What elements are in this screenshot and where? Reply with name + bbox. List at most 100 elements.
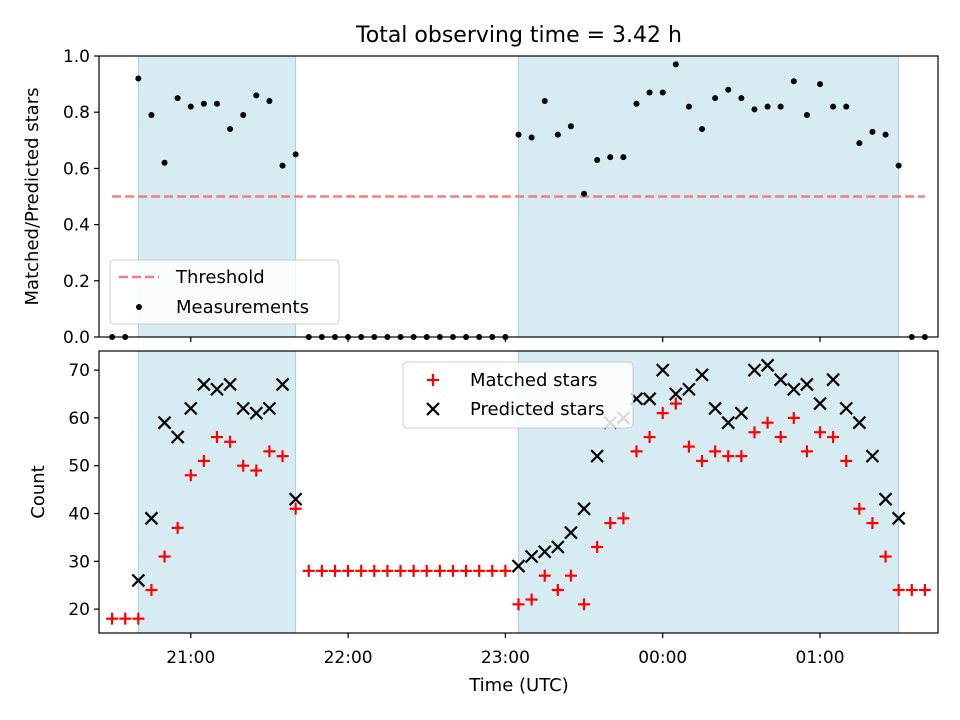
measurement-point [803,112,810,119]
bottom-legend: Matched stars Predicted stars [402,361,634,429]
x-axis-label: Time (UTC) [468,675,569,696]
matched-stars-points [106,397,931,625]
matched-star-point [368,564,381,577]
top-y-ticks: 0.0 0.2 0.4 0.6 0.8 1.0 [63,47,99,348]
y-tick-label: 70 [68,361,90,381]
predicted-star-point [551,540,565,554]
x-tick-label: 21:00 [166,648,215,668]
predicted-star-point [787,382,801,397]
measurement-point [869,128,876,135]
matched-star-point [866,517,879,530]
predicted-star-point [262,401,277,416]
matched-star-point [840,454,853,467]
measurement-point [594,156,601,163]
matched-star-point [394,564,407,577]
y-tick-label: 1.0 [63,47,90,67]
x-tick-label: 22:00 [324,648,373,668]
y-tick-label: 0.4 [63,216,90,236]
matched-star-point [814,426,827,439]
matched-star-point [761,416,774,429]
measurement-point [200,100,207,107]
predicted-star-point [564,525,578,540]
matched-star-point [276,450,289,463]
measurement-point [266,97,273,104]
matched-star-point [800,445,813,458]
measurement-point [541,97,548,104]
matched-star-point [446,564,459,577]
measurement-point [672,61,679,68]
predicted-star-point [773,372,788,387]
matched-star-point [827,431,840,444]
matched-star-point [224,435,237,448]
predicted-star-point [695,368,709,382]
measurements-legend-label: Measurements [176,297,309,318]
matched-star-point [499,564,512,577]
predicted-star-point [655,363,670,377]
measurement-point [646,89,653,96]
matched-star-point [197,454,210,467]
matched-star-point [407,564,420,577]
measurement-point [174,95,181,102]
measurement-point [895,162,902,169]
measurement-point [699,126,706,133]
matched-star-point [905,583,918,596]
predicted-star-point [537,544,552,559]
predicted-star-point [891,511,906,526]
matched-star-point [892,583,905,596]
measurement-point [148,112,155,119]
measurement-point [620,154,627,161]
predicted-stars-points [131,358,906,588]
measurement-point [187,103,194,110]
measurement-point [554,131,561,138]
measurement-point [725,86,732,93]
matched-star-point [315,564,328,577]
measurement-point [292,151,299,158]
predicted-star-point [210,382,224,397]
predicted-star-point [682,382,696,397]
matched-star-point [132,612,145,625]
matched-star-point [617,512,630,525]
matched-star-point [420,564,433,577]
matched-star-point [328,564,341,577]
matched-star-point [564,569,577,582]
predicted-star-point [760,358,775,373]
y-tick-label: 0.0 [63,328,90,348]
matched-star-point [106,612,119,625]
measurement-points [109,61,928,340]
matched-star-point [774,431,787,444]
predicted-star-point [734,406,749,420]
predicted-star-point [642,392,657,406]
matched-star-point [656,407,669,420]
predicted-star-point [800,377,814,392]
matched-star-point [381,564,394,577]
measurement-point [213,100,220,107]
matched-star-point [748,426,761,439]
measurement-point [777,103,784,110]
measurement-point [279,162,286,169]
predicted-star-point [249,406,264,420]
measurement-point [790,78,797,85]
x-tick-label: 23:00 [481,648,530,668]
matched-star-point [119,612,132,625]
x-tick-label: 00:00 [638,648,687,668]
matched-star-point [250,464,263,477]
bottom-plot-frame [98,350,939,634]
predicted-legend-swatch [426,402,440,416]
shaded-region [137,350,297,634]
matched-star-point [682,440,695,453]
matched-star-point [263,445,276,458]
predicted-star-point [577,501,591,516]
y-tick-label: 0.2 [63,272,90,292]
predicted-legend-label: Predicted stars [470,399,604,420]
measurement-point [856,140,863,147]
matched-star-point [853,502,866,515]
matched-star-point [538,569,551,582]
matched-star-point [709,445,722,458]
y-tick-label: 20 [68,600,90,620]
bottom-x-ticks: 21:00 22:00 23:00 00:00 01:00 [166,633,845,668]
top-plot-frame [98,55,939,338]
top-legend: Threshold Measurements [109,259,340,325]
bottom-y-ticks: 20 30 40 50 60 70 [68,361,99,620]
predicted-star-point [721,415,736,430]
